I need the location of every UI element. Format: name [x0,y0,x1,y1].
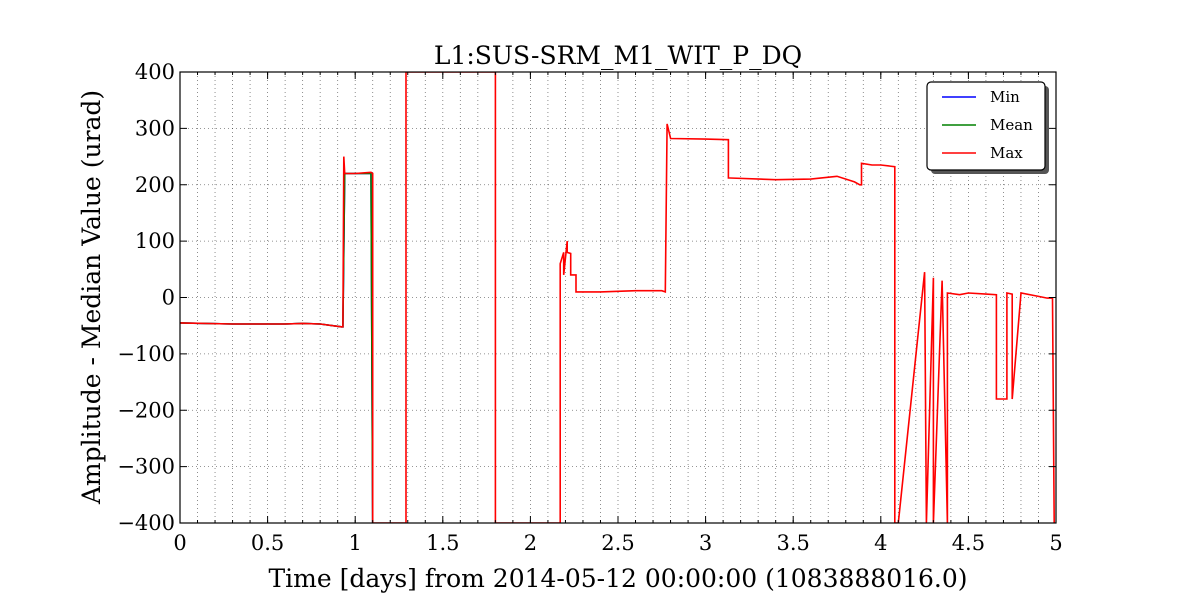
series-line-max [180,72,1055,523]
y-tick-label: 0 [162,286,175,310]
y-tick-label: 100 [135,229,175,253]
legend: Min Mean Max [926,81,1049,174]
y-tick-label: 400 [135,60,175,84]
x-tick-label: 4 [874,531,887,555]
y-tick-label: 300 [135,116,175,140]
chart-title: L1:SUS-SRM_M1_WIT_P_DQ [434,41,802,70]
x-tick-label: 2.5 [601,531,634,555]
y-tick-label: −400 [117,511,175,535]
y-tick-label: −100 [117,342,175,366]
legend-entries: Min Mean Max [942,88,1033,162]
x-tick-label: 3 [699,531,712,555]
y-tick-label: −300 [117,455,175,479]
legend-box [926,81,1046,171]
legend-label-mean: Mean [990,116,1033,134]
series-layer [180,72,1055,523]
tick-layer: 0 0.5 1 1.5 2 2.5 3 3.5 4 4.5 5 −400 −300 −200 −100 0 10… [117,60,1062,555]
x-tick-label: 5 [1049,531,1062,555]
x-axis-label: Time [days] from 2014-05-12 00:00:00 (10… [268,564,967,593]
x-tick-label: 1 [349,531,362,555]
x-tick-label: 0.5 [251,531,284,555]
x-tick-label: 0 [173,531,186,555]
x-tick-label: 2 [524,531,537,555]
y-tick-label: −200 [117,398,175,422]
x-tick-label: 3.5 [776,531,809,555]
x-tick-label: 1.5 [426,531,459,555]
y-tick-label: 200 [135,173,175,197]
legend-label-max: Max [990,144,1023,162]
x-tick-label: 4.5 [952,531,985,555]
y-axis-label: Amplitude - Median Value (urad) [77,90,106,505]
legend-label-min: Min [990,88,1020,106]
